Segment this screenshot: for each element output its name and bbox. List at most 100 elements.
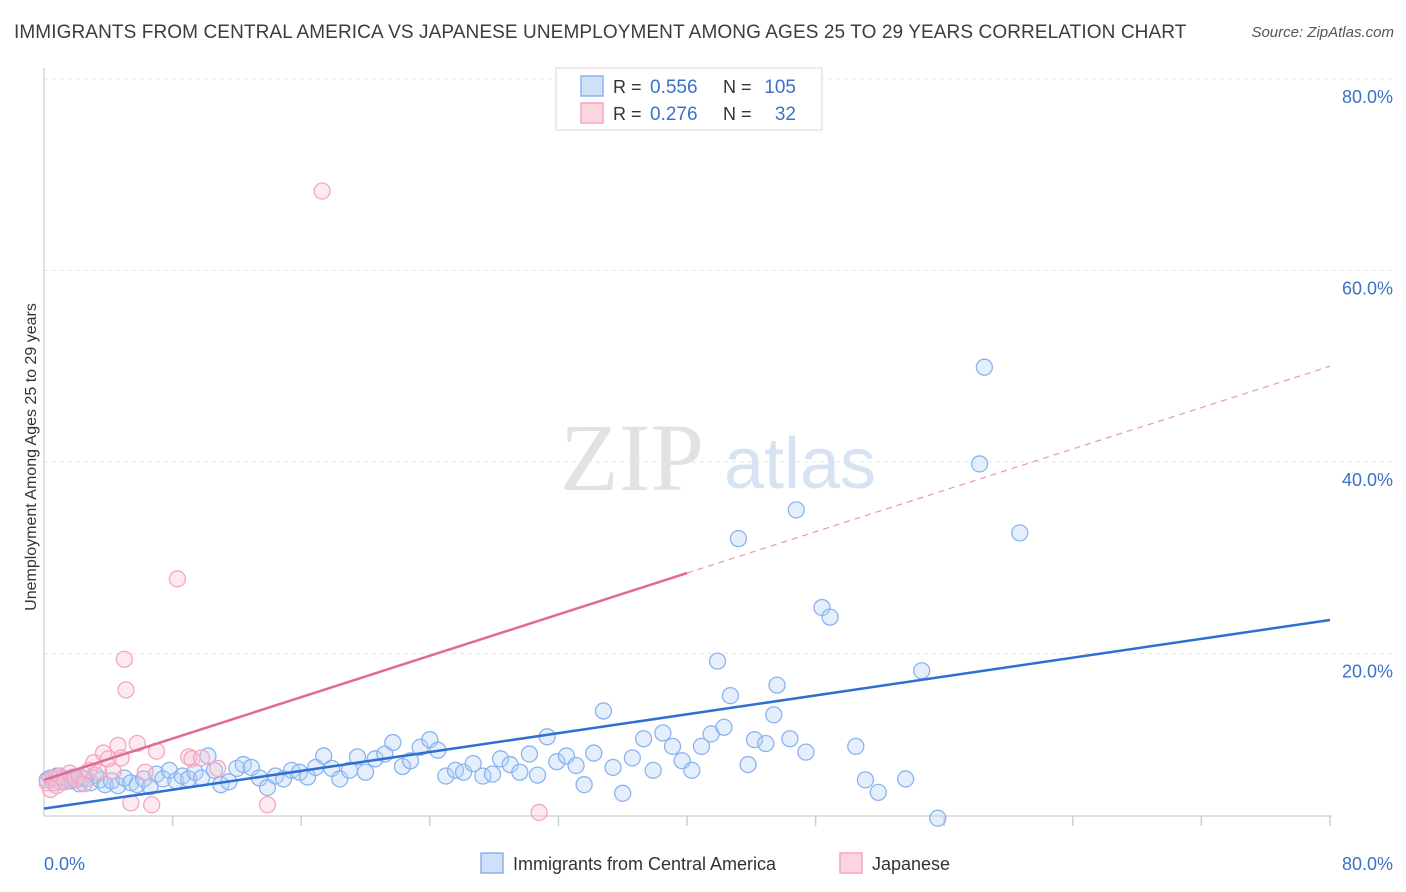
point-central-america-106 [869,783,887,801]
y-axis-tick-labels: 20.0% 40.0% 60.0% 80.0% [1342,87,1393,682]
gridlines [44,78,1393,654]
source-credit: Source: ZipAtlas.com [1251,24,1394,41]
point-central-america-52 [356,763,375,781]
y-tick-label-60: 60.0% [1342,279,1393,299]
point-central-america-55 [384,733,402,752]
point-central-america-70 [520,745,539,763]
point-central-america-103 [821,608,839,626]
point-central-america-25 [154,770,172,788]
point-central-america-73 [548,753,566,771]
point-central-america-83 [644,761,662,779]
point-central-america-61 [437,767,455,785]
series-1 [38,182,548,822]
point-central-america-85 [663,737,682,756]
legend-label-central-america: Immigrants from Central America [513,854,777,874]
point-central-america-98 [768,676,786,694]
point-central-america-111 [970,455,989,473]
point-japanese-19 [117,681,135,699]
point-japanese-15 [104,762,122,780]
watermark-zip: ZIP [560,404,704,511]
x-axis-ticks [171,816,1331,826]
watermark: ZIP atlas [560,404,876,511]
point-central-america-67 [491,750,510,768]
point-central-america-91 [715,718,733,736]
point-central-america-76 [575,776,593,794]
stats-swatch-pink [580,102,604,124]
stats-n-value-1: 105 [764,77,796,98]
legend-swatch-japanese [839,852,863,874]
stats-n-label-1: N = [723,77,752,97]
point-central-america-84 [654,724,672,742]
point-central-america-90 [708,652,727,670]
trend-line-japanese-extrapolated [686,365,1331,574]
point-central-america-88 [692,737,711,756]
trend-line-central-america [43,618,1331,810]
x-tick-label-min: 0.0% [44,854,85,874]
point-central-america-63 [454,763,473,781]
point-central-america-101 [797,743,815,761]
y-tick-label-40: 40.0% [1342,470,1393,490]
point-japanese-28 [192,749,211,767]
y-axis-label: Unemployment Among Ages 25 to 29 years [23,303,40,611]
watermark-atlas: atlas [724,424,876,504]
point-central-america-92 [721,686,740,705]
series-layer [38,182,1331,827]
point-central-america-47 [315,747,333,765]
series-legend: Immigrants from Central America Japanese [480,852,950,874]
point-central-america-107 [896,770,915,788]
x-tick-label-max: 80.0% [1342,854,1393,874]
trend-line-japanese [43,571,688,782]
point-japanese-32 [530,803,548,822]
point-central-america-108 [913,662,931,680]
point-central-america-81 [623,749,641,767]
point-central-america-100 [787,501,805,519]
stats-n-value-2: 32 [775,104,796,125]
point-central-america-82 [634,730,653,748]
stats-n-label-2: N = [723,104,752,124]
point-japanese-30 [258,796,277,814]
point-central-america-64 [464,754,482,773]
point-central-america-112 [1011,524,1029,542]
point-central-america-49 [331,770,349,788]
point-central-america-109 [929,809,947,827]
stats-r-value-2: 0.276 [650,104,698,125]
point-central-america-20 [122,774,140,792]
point-japanese-29 [208,759,227,778]
point-japanese-3 [48,776,66,795]
point-central-america-110 [975,358,994,376]
y-tick-label-80: 80.0% [1342,87,1393,107]
point-central-america-105 [856,771,875,789]
point-central-america-57 [401,752,420,770]
stats-r-label-2: R = [613,104,642,124]
point-central-america-104 [847,737,865,756]
stats-r-value-1: 0.556 [650,77,698,98]
point-central-america-77 [585,744,603,762]
point-central-america-87 [683,761,701,779]
point-central-america-97 [765,706,783,724]
point-central-america-69 [511,763,529,781]
legend-label-japanese: Japanese [872,854,950,874]
point-central-america-94 [739,755,757,774]
y-tick-label-20: 20.0% [1342,662,1393,682]
point-japanese-9 [75,775,93,793]
chart-title: IMMIGRANTS FROM CENTRAL AMERICA VS JAPAN… [14,22,1187,43]
point-japanese-23 [143,796,161,814]
point-japanese-25 [168,570,187,588]
point-japanese-12 [90,763,108,781]
point-central-america-96 [757,734,775,753]
point-central-america-93 [729,529,748,548]
point-central-america-80 [614,784,632,802]
stats-r-label-1: R = [613,77,642,97]
point-central-america-71 [528,766,547,784]
point-central-america-75 [567,756,585,775]
point-central-america-79 [604,758,622,777]
stats-swatch-blue [580,75,604,97]
point-central-america-99 [781,730,799,748]
point-central-america-95 [745,731,764,749]
point-japanese-18 [115,650,134,668]
legend-swatch-central-america [480,852,504,874]
stats-legend: R = 0.556 N = 105 R = 0.276 N = 32 [555,67,823,131]
point-central-america-66 [483,765,502,783]
point-japanese-31 [313,182,331,200]
